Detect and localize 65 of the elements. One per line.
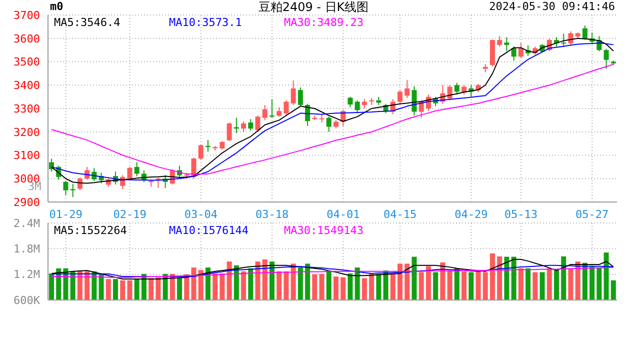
y-tick-label: 3400 bbox=[14, 79, 40, 92]
candlestick bbox=[241, 120, 246, 132]
candlestick bbox=[156, 176, 161, 188]
text: MA30:3489.23 bbox=[284, 16, 364, 29]
text: MA30:1549143 bbox=[284, 224, 364, 237]
candlestick bbox=[398, 89, 403, 104]
candlestick bbox=[568, 30, 574, 46]
candlestick bbox=[354, 100, 360, 114]
candlestick bbox=[326, 116, 332, 132]
candlestick bbox=[497, 36, 502, 48]
text: MA10:1576144 bbox=[169, 224, 250, 237]
candlestick bbox=[404, 79, 410, 98]
text: m0 bbox=[50, 0, 64, 14]
y-tick-label: 1.8M bbox=[14, 242, 40, 256]
candlestick bbox=[298, 86, 303, 107]
y-tick-label: 3500 bbox=[14, 56, 40, 69]
candlestick bbox=[447, 84, 452, 101]
candlestick bbox=[362, 98, 367, 109]
y-tick-label: 2.4M bbox=[14, 216, 40, 230]
candlestick bbox=[255, 115, 260, 132]
candlestick bbox=[412, 86, 417, 116]
candlestick bbox=[134, 162, 140, 177]
line-series bbox=[51, 258, 614, 280]
candlestick bbox=[418, 100, 424, 118]
candlestick bbox=[127, 166, 132, 180]
candlestick bbox=[234, 117, 239, 134]
candlestick bbox=[604, 48, 609, 70]
x-tick-label: 04-29 bbox=[454, 208, 488, 221]
candlestick bbox=[198, 144, 204, 160]
candlestick bbox=[290, 80, 296, 106]
candlestick bbox=[226, 122, 232, 142]
candlestick bbox=[63, 180, 68, 196]
candlestick bbox=[262, 104, 268, 121]
text: 2024-05-30 09:41:46 bbox=[489, 0, 615, 14]
x-tick-label: 04-15 bbox=[384, 208, 417, 221]
x-tick-label: 02-19 bbox=[113, 208, 146, 221]
y-tick-label: 2900 bbox=[14, 196, 40, 209]
chart-title: 豆粕2409 - 日K线图 bbox=[258, 0, 369, 14]
candlestick bbox=[284, 100, 289, 116]
y-tick-label: 3200 bbox=[14, 126, 40, 139]
x-tick-label: 04-01 bbox=[326, 208, 360, 221]
candlestick bbox=[504, 36, 510, 52]
x-tick-label: 05-13 bbox=[504, 208, 538, 221]
y-tick-label: 600K bbox=[14, 294, 40, 307]
y-tick-label: 1.2M bbox=[14, 268, 40, 282]
candlestick bbox=[561, 33, 566, 48]
y-tick-label: 3600 bbox=[14, 32, 40, 46]
candlestick bbox=[276, 106, 282, 118]
text: MA5:3546.4 bbox=[54, 16, 122, 29]
x-tick-label: 03-18 bbox=[255, 208, 289, 221]
x-tick-label: 03-04 bbox=[184, 208, 218, 221]
x-tick-label: 01-29 bbox=[49, 208, 82, 221]
candlestick bbox=[248, 118, 254, 132]
text: MA5:1552264 bbox=[54, 224, 128, 237]
y-tick-label: 3300 bbox=[14, 102, 40, 116]
candlestick bbox=[511, 46, 516, 62]
text: MA10:3573.1 bbox=[169, 16, 243, 29]
candlestick bbox=[70, 183, 76, 198]
candlestick bbox=[454, 82, 460, 95]
candlestick bbox=[348, 96, 353, 108]
x-tick-label: 05-27 bbox=[576, 208, 609, 221]
y-tick-label: 3700 bbox=[14, 8, 40, 22]
y-tick-label: 3100 bbox=[14, 149, 40, 162]
candlestick bbox=[582, 25, 588, 40]
candlestick bbox=[518, 42, 524, 59]
